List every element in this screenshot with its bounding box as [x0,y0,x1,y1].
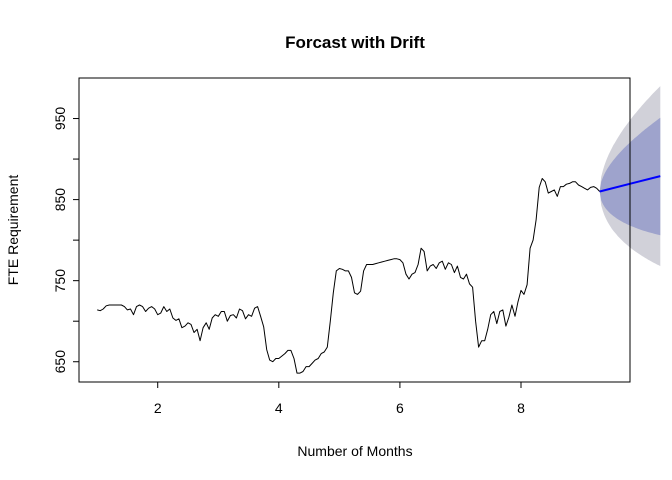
y-tick-label: 850 [52,188,68,212]
x-tick-label: 4 [275,400,283,416]
plot-frame [78,77,631,383]
chart-title: Forcast with Drift [285,33,425,52]
observed-series-line [97,178,601,374]
y-tick-label: 650 [52,350,68,374]
x-tick-label: 8 [517,400,525,416]
y-tick-label: 950 [52,107,68,131]
plot-area [97,86,661,374]
x-axis-label: Number of Months [297,443,412,459]
x-tick-label: 6 [396,400,404,416]
y-axis-label: FTE Requirement [5,175,21,286]
x-tick-label: 2 [154,400,162,416]
y-tick-label: 750 [52,269,68,293]
axes: 2 4 6 8 650 750 850 950 [52,77,631,416]
